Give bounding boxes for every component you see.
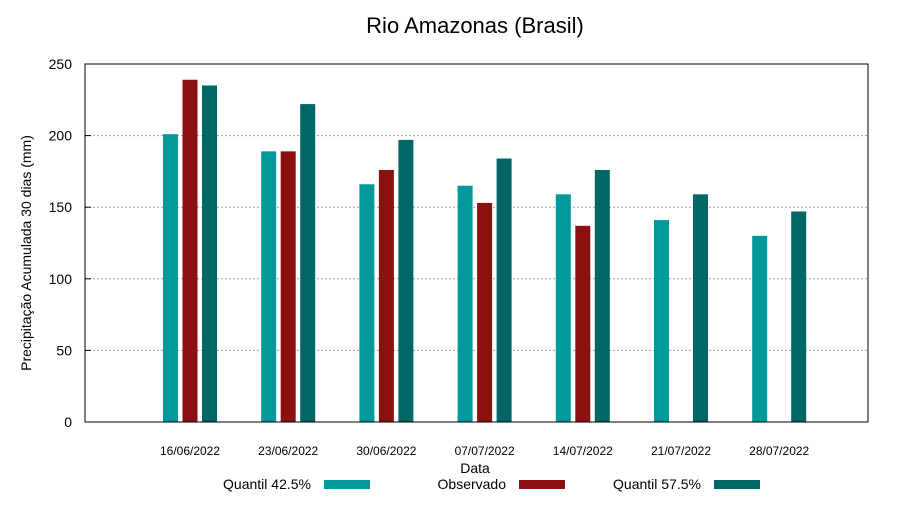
bar bbox=[752, 235, 768, 422]
chart-title: Rio Amazonas (Brasil) bbox=[366, 13, 584, 38]
bar bbox=[594, 169, 610, 422]
legend-swatch bbox=[324, 480, 370, 489]
bar bbox=[693, 194, 708, 422]
x-tick-label: 28/07/2022 bbox=[749, 444, 809, 458]
x-tick-label: 23/06/2022 bbox=[258, 444, 318, 458]
legend-swatch bbox=[714, 480, 760, 489]
bar bbox=[280, 151, 296, 423]
y-tick-label: 0 bbox=[64, 414, 72, 430]
bar bbox=[261, 151, 277, 423]
bar bbox=[182, 79, 198, 422]
legend-label: Observado bbox=[438, 476, 507, 492]
bar bbox=[359, 184, 375, 422]
bar bbox=[654, 220, 669, 422]
legend-label: Quantil 42.5% bbox=[223, 476, 311, 492]
bar bbox=[398, 139, 414, 422]
grid-lines bbox=[85, 135, 868, 351]
legend: Quantil 42.5% Observado Quantil 57.5% bbox=[223, 476, 760, 492]
x-tick-label: 14/07/2022 bbox=[553, 444, 613, 458]
x-axis-label: Data bbox=[460, 460, 490, 476]
y-tick-label: 50 bbox=[56, 342, 72, 358]
bar bbox=[791, 211, 807, 422]
bar bbox=[457, 185, 473, 422]
bars bbox=[163, 79, 807, 423]
y-tick-label: 150 bbox=[49, 199, 73, 215]
legend-swatch bbox=[519, 480, 565, 489]
y-axis-ticks: 0 50 100 150 200 250 bbox=[49, 56, 91, 430]
plot-frame bbox=[84, 63, 869, 423]
bar bbox=[163, 134, 178, 422]
x-tick-label: 07/07/2022 bbox=[455, 444, 515, 458]
bar bbox=[378, 169, 394, 422]
y-tick-label: 200 bbox=[49, 128, 73, 144]
y-tick-label: 100 bbox=[49, 271, 73, 287]
bar bbox=[300, 104, 316, 422]
y-axis-label: Precipitação Acumulada 30 dias (mm) bbox=[18, 135, 34, 371]
x-tick-label: 16/06/2022 bbox=[160, 444, 220, 458]
bar bbox=[555, 194, 571, 422]
bar bbox=[477, 202, 493, 422]
bar bbox=[575, 225, 591, 422]
x-axis-ticks: 16/06/2022 23/06/2022 30/06/2022 07/07/2022… bbox=[160, 444, 810, 458]
x-tick-label: 21/07/2022 bbox=[651, 444, 711, 458]
y-tick-label: 250 bbox=[49, 56, 73, 72]
x-tick-label: 30/06/2022 bbox=[356, 444, 416, 458]
legend-label: Quantil 57.5% bbox=[613, 476, 701, 492]
bar bbox=[496, 158, 512, 422]
bar bbox=[202, 85, 217, 422]
